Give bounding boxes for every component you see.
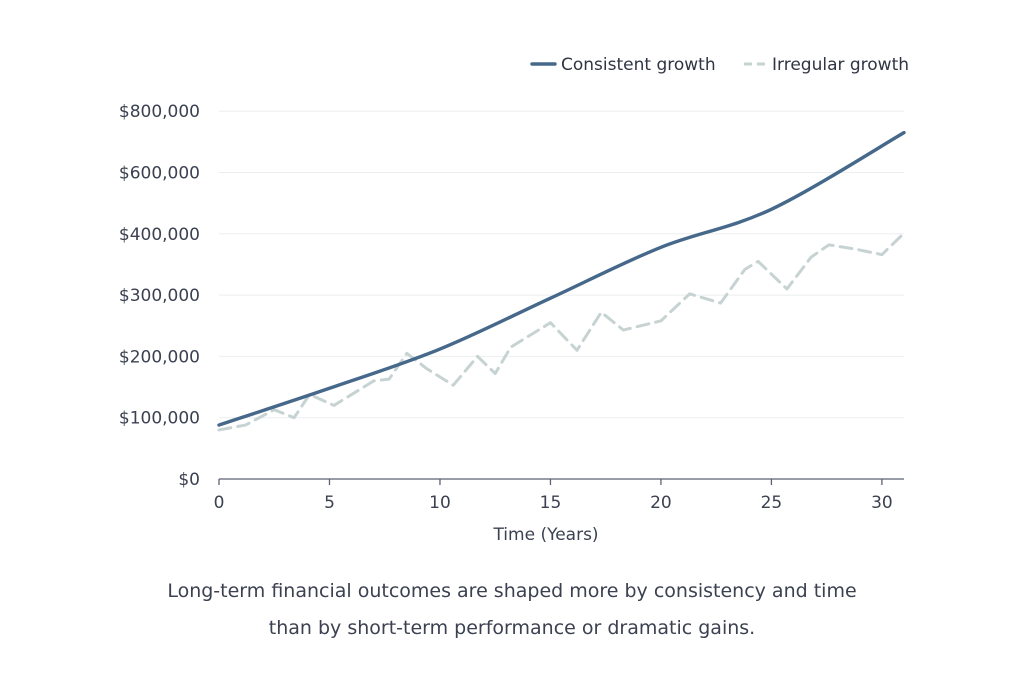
legend-label-irregular: Irregular growth	[772, 55, 909, 75]
series-lines	[217, 130, 906, 432]
x-tick-label: 15	[540, 493, 562, 513]
x-tick-label: 0	[214, 493, 225, 513]
y-tick-label: $300,000	[119, 286, 200, 306]
y-tick-label: $0	[178, 470, 200, 490]
gridlines	[219, 110, 904, 419]
y-tick-label: $100,000	[119, 409, 200, 429]
x-tick-label: 20	[650, 493, 672, 513]
x-tick-label: 5	[324, 493, 335, 513]
caption-line-2: than by short-term performance or dramat…	[268, 617, 756, 639]
y-axis-ticks: $0 $100,000 $200,000 $300,000 $400,000 $600,0…	[119, 102, 200, 490]
growth-chart: $0 $100,000 $200,000 $300,000 $400,000 $600,0…	[119, 55, 909, 545]
x-axis-label: Time (Years)	[492, 525, 598, 545]
y-tick-label: $200,000	[119, 347, 200, 367]
x-tick-label: 10	[429, 493, 451, 513]
series-consistent-growth	[217, 130, 906, 427]
x-tick-label: 30	[871, 493, 893, 513]
series-irregular-growth	[217, 231, 906, 432]
caption-line-1: Long-term financial outcomes are shaped …	[167, 580, 857, 602]
y-tick-label: $400,000	[119, 225, 200, 245]
legend: Consistent growth Irregular growth	[530, 55, 909, 75]
y-tick-label: $600,000	[119, 164, 200, 184]
legend-label-consistent: Consistent growth	[561, 55, 716, 75]
x-tick-label: 25	[761, 493, 783, 513]
x-axis: 0 5 10 15 20 25 30	[214, 478, 904, 513]
caption: Long-term financial outcomes are shaped …	[0, 573, 1024, 647]
y-tick-label: $800,000	[119, 102, 200, 122]
